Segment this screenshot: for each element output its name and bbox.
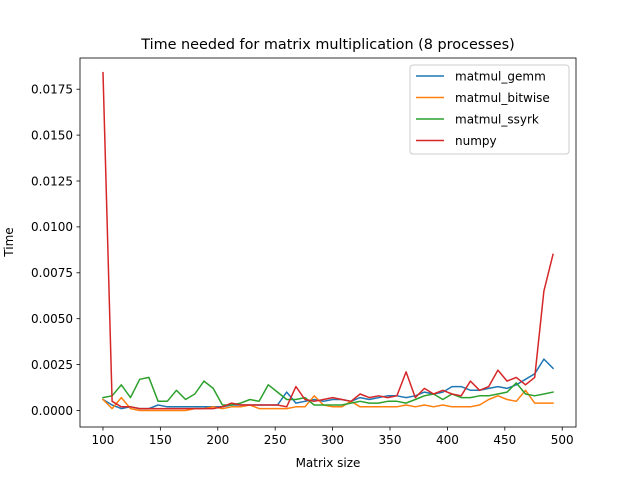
x-tick-label: 100	[92, 433, 115, 447]
legend: matmul_gemm matmul_bitwise matmul_ssyrknum…	[409, 64, 570, 155]
y-tick-label: 0.0025	[31, 358, 73, 372]
legend-label-matmul-bitwise: matmul_bitwise	[455, 91, 550, 105]
y-tick-label: 0.0075	[31, 266, 73, 280]
x-tick-label: 150	[149, 433, 172, 447]
x-tick-label: 400	[436, 433, 459, 447]
axes-frame	[79, 57, 577, 428]
x-tick-label: 250	[264, 433, 287, 447]
series-line-numpy	[102, 71, 554, 410]
axes: 100 150 200 250 300 350 400 450 500 0.0000 0.0025 0…	[31, 57, 577, 447]
legend-box	[409, 64, 570, 155]
series-line-matmul-bitwise	[101, 389, 554, 412]
y-axis-label: Time	[2, 227, 16, 257]
y-tick-label: 0.0150	[31, 128, 73, 142]
series-line-matmul-gemm	[101, 358, 555, 410]
y-tick-label: 0.0175	[31, 83, 73, 97]
x-tick-label: 450	[493, 433, 516, 447]
legend-label-numpy: numpy	[455, 134, 497, 148]
legend-label-matmul-gemm: matmul_gemm	[455, 69, 546, 83]
x-axis-label: Matrix size	[296, 456, 361, 470]
series-line-matmul-ssyrk	[102, 376, 554, 406]
y-tick-label: 0.0050	[31, 312, 73, 326]
y-tick-label: 0.0000	[31, 404, 73, 418]
y-tick-label: 0.0100	[31, 220, 73, 234]
plot-area	[101, 71, 555, 412]
x-tick-label: 500	[551, 433, 574, 447]
x-tick-label: 200	[206, 433, 229, 447]
x-tick-label: 300	[321, 433, 344, 447]
x-tick-label: 350	[379, 433, 402, 447]
legend-label-matmul-ssyrk: matmul_ssyrk	[455, 112, 539, 126]
y-tick-label: 0.0125	[31, 174, 73, 188]
chart-title: Time needed for matrix multiplication (8…	[140, 37, 515, 53]
